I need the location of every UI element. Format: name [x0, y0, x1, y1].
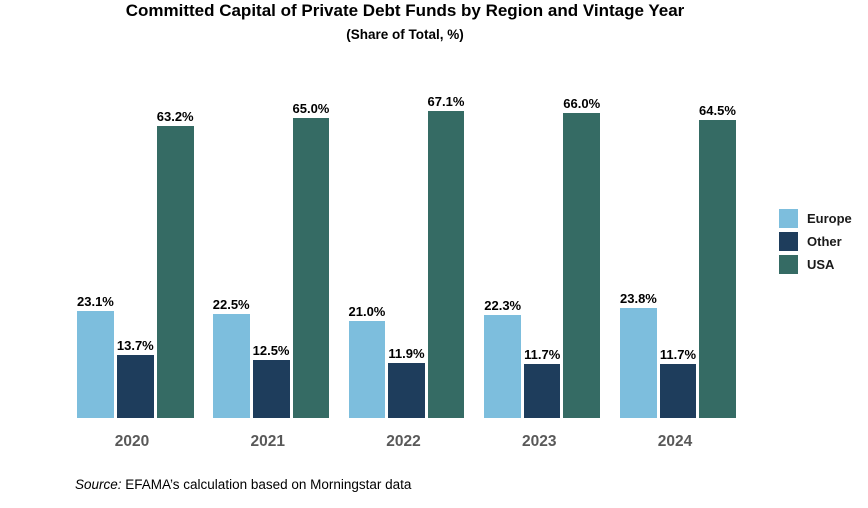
bar-col-other-2020: 13.7%	[116, 95, 154, 418]
bar-value-label: 67.1%	[427, 94, 465, 109]
legend-item-other: Other	[779, 232, 852, 251]
bar-value-label: 66.0%	[563, 96, 601, 111]
bar-group-2024: 23.8% 11.7% 64.5%	[620, 95, 736, 418]
bar-group-2022: 21.0% 11.9% 67.1%	[348, 95, 465, 418]
bar-value-label: 22.5%	[212, 297, 250, 312]
legend-item-usa: USA	[779, 255, 852, 274]
bar-value-label: 23.8%	[620, 291, 657, 306]
bar-col-usa-2024: 64.5%	[699, 95, 736, 418]
bar-value-label: 23.1%	[77, 294, 114, 309]
bar-col-europe-2021: 22.5%	[212, 95, 250, 418]
legend-label: USA	[807, 257, 835, 272]
bar-value-label: 65.0%	[292, 101, 330, 116]
bar-value-label: 63.2%	[156, 109, 194, 124]
bar-europe-2020	[77, 311, 114, 418]
bar-europe-2023	[484, 315, 522, 418]
bar-chart-plot: 23.1% 13.7% 63.2% 22.5% 12.5% 65.0% 21.0% 11.9%…	[77, 95, 736, 418]
bar-col-other-2022: 11.9%	[388, 95, 425, 418]
bar-europe-2024	[620, 308, 657, 418]
bar-col-europe-2020: 23.1%	[77, 95, 114, 418]
legend-swatch-icon	[779, 255, 798, 274]
bar-col-europe-2024: 23.8%	[620, 95, 657, 418]
bar-other-2023	[524, 364, 561, 418]
bar-value-label: 21.0%	[348, 304, 386, 319]
legend-swatch-icon	[779, 232, 798, 251]
bar-col-europe-2023: 22.3%	[484, 95, 522, 418]
bar-usa-2024	[699, 120, 736, 418]
bar-other-2021	[252, 360, 290, 418]
x-tick-label-2023: 2023	[522, 433, 557, 450]
bar-col-usa-2021: 65.0%	[292, 95, 330, 418]
legend-swatch-icon	[779, 209, 798, 228]
bar-col-usa-2022: 67.1%	[427, 94, 465, 418]
source-text: EFAMA’s calculation based on Morningstar…	[121, 477, 412, 492]
bar-europe-2021	[212, 314, 250, 418]
x-tick-label-2024: 2024	[657, 433, 693, 450]
source-note: Source: EFAMA’s calculation based on Mor…	[75, 477, 411, 492]
bar-col-usa-2023: 66.0%	[563, 95, 601, 418]
x-tick-label-2021: 2021	[250, 433, 285, 450]
x-tick-label-2022: 2022	[386, 433, 421, 450]
bar-usa-2021	[292, 118, 330, 418]
bar-col-other-2024: 11.7%	[659, 95, 697, 418]
x-tick-label-2020: 2020	[114, 433, 150, 450]
bar-value-label: 22.3%	[484, 298, 522, 313]
bar-value-label: 11.7%	[659, 347, 697, 362]
bar-usa-2023	[563, 113, 601, 418]
bar-value-label: 13.7%	[116, 338, 154, 353]
source-prefix: Source:	[75, 477, 122, 492]
bar-col-other-2023: 11.7%	[524, 95, 561, 418]
bar-usa-2020	[156, 126, 194, 418]
bar-col-europe-2022: 21.0%	[348, 95, 386, 418]
chart-title: Committed Capital of Private Debt Funds …	[125, 1, 685, 20]
legend: Europe Other USA	[779, 209, 852, 274]
bar-other-2024	[659, 364, 697, 418]
chart-subtitle: (Share of Total, %)	[346, 27, 464, 42]
bar-usa-2022	[427, 111, 465, 418]
bar-value-label: 11.9%	[388, 346, 425, 361]
bar-col-other-2021: 12.5%	[252, 95, 290, 418]
legend-label: Europe	[807, 211, 852, 226]
x-axis: 2020 2021 2022 2023 2024	[77, 433, 730, 451]
bar-col-usa-2020: 63.2%	[156, 95, 194, 418]
bar-value-label: 11.7%	[524, 347, 561, 362]
bar-group-2023: 22.3% 11.7% 66.0%	[484, 95, 601, 418]
bar-other-2022	[388, 363, 425, 418]
bar-other-2020	[116, 355, 154, 418]
bar-europe-2022	[348, 321, 386, 418]
legend-item-europe: Europe	[779, 209, 852, 228]
legend-label: Other	[807, 234, 842, 249]
bar-value-label: 12.5%	[252, 343, 290, 358]
bar-group-2020: 23.1% 13.7% 63.2%	[77, 95, 194, 418]
bar-value-label: 64.5%	[699, 103, 736, 118]
bar-group-2021: 22.5% 12.5% 65.0%	[212, 95, 330, 418]
